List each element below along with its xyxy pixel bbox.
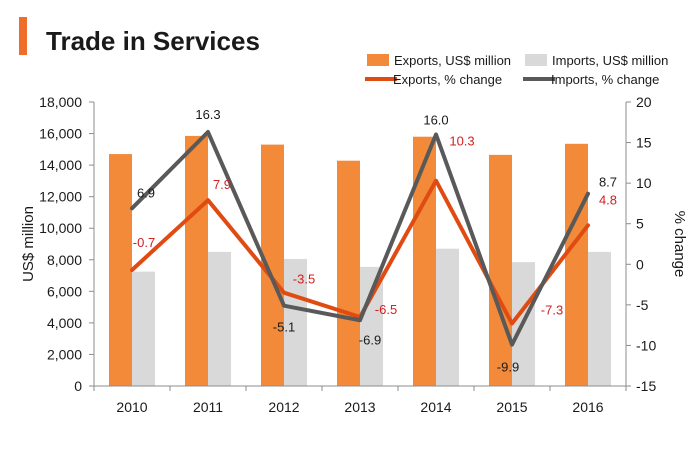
left-tick-label: 4,000 xyxy=(47,315,82,331)
imports-change-label-2014: 16.0 xyxy=(423,112,448,127)
exports-change-label-2011: 7.9 xyxy=(213,177,231,192)
chart-title: Trade in Services xyxy=(46,26,260,56)
exports-bar-2015 xyxy=(489,154,512,386)
left-tick-label: 16,000 xyxy=(39,126,82,142)
left-tick-label: 0 xyxy=(74,378,82,394)
left-tick-label: 8,000 xyxy=(47,252,82,268)
category-label-2013: 2013 xyxy=(344,399,375,415)
legend-label-0: Exports, US$ million xyxy=(394,53,511,68)
lines-layer xyxy=(130,130,590,347)
category-label-2011: 2011 xyxy=(193,399,223,415)
imports-change-label-2013: -6.9 xyxy=(359,332,381,347)
exports-change-label-2012: -3.5 xyxy=(293,272,315,287)
exports-bar-2013 xyxy=(337,160,360,386)
imports-bar-2011 xyxy=(208,251,231,386)
legend-swatch-1 xyxy=(525,54,547,66)
right-tick-label: -5 xyxy=(636,297,649,313)
left-tick-label: 6,000 xyxy=(47,283,82,299)
exports-bar-2011 xyxy=(185,135,208,386)
legend-label-1: Imports, US$ million xyxy=(552,53,668,68)
legend-label-3: Imports, % change xyxy=(551,72,659,87)
data-labels-layer: -0.7 7.9 -3.5 -6.5 10.3 -7.3 4.8 6.9 16.3 -5.1 -6.… xyxy=(133,107,617,375)
right-tick-label: -10 xyxy=(636,337,656,353)
imports-bar-2016 xyxy=(588,251,611,386)
exports-change-label-2014: 10.3 xyxy=(449,134,474,149)
imports-change-label-2012: -5.1 xyxy=(273,320,295,335)
legend-label-2: Exports, % change xyxy=(393,72,502,87)
category-label-2015: 2015 xyxy=(496,399,527,415)
category-label-2012: 2012 xyxy=(268,399,299,415)
imports-change-label-2010: 6.9 xyxy=(137,185,155,200)
exports-change-label-2016: 4.8 xyxy=(599,192,617,207)
exports-bar-2014 xyxy=(413,136,436,386)
legend: Exports, US$ million Imports, US$ million… xyxy=(365,53,668,87)
right-tick-label: 0 xyxy=(636,256,644,272)
right-tick-label: -15 xyxy=(636,378,656,394)
legend-swatch-0 xyxy=(367,54,389,66)
axes-layer: 0 2,000 4,000 6,000 8,000 10,000 12,000 14,000 1… xyxy=(20,94,688,415)
exports-bar-2012 xyxy=(261,144,284,386)
right-axis-title: % change xyxy=(671,211,688,278)
category-label-2014: 2014 xyxy=(420,399,451,415)
exports-change-label-2013: -6.5 xyxy=(375,302,397,317)
left-tick-label: 2,000 xyxy=(47,346,82,362)
right-tick-label: 20 xyxy=(636,94,652,110)
right-tick-label: 5 xyxy=(636,216,644,232)
left-tick-label: 14,000 xyxy=(39,157,82,173)
imports-change-label-2011: 16.3 xyxy=(195,107,220,122)
imports-bar-2014 xyxy=(436,248,459,386)
imports-change-label-2016: 8.7 xyxy=(599,175,617,190)
imports-bar-2012 xyxy=(284,258,307,386)
left-tick-label: 18,000 xyxy=(39,94,82,110)
imports-change-label-2015: -9.9 xyxy=(497,360,519,375)
exports-bar-2016 xyxy=(565,143,588,386)
category-label-2016: 2016 xyxy=(572,399,603,415)
right-tick-label: 10 xyxy=(636,175,652,191)
left-tick-label: 12,000 xyxy=(39,189,82,205)
imports-bar-2010 xyxy=(132,271,155,386)
exports-bar-2010 xyxy=(109,154,132,386)
title-accent-bar xyxy=(19,17,27,55)
bars-layer xyxy=(109,135,611,386)
exports-change-label-2015: -7.3 xyxy=(541,303,563,318)
imports-change-line xyxy=(130,130,590,347)
imports-bar-2013 xyxy=(360,266,383,386)
exports-change-label-2010: -0.7 xyxy=(133,235,155,250)
right-tick-label: 15 xyxy=(636,135,652,151)
category-label-2010: 2010 xyxy=(116,399,147,415)
left-axis-title: US$ million xyxy=(20,206,37,282)
left-tick-label: 10,000 xyxy=(39,220,82,236)
